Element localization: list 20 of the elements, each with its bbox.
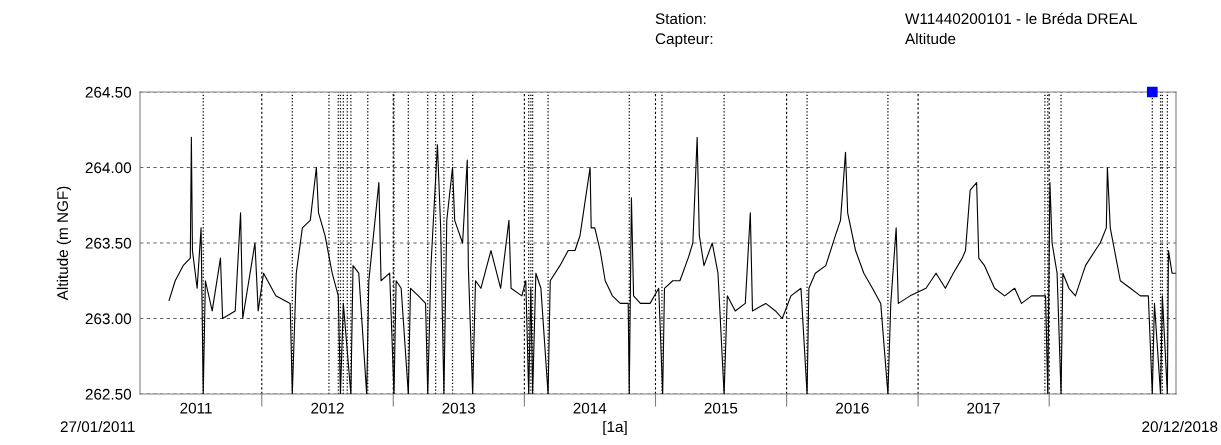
y-tick-label: 263.00 xyxy=(85,313,132,325)
x-tick-label: 2014 xyxy=(573,402,607,414)
y-tick-label: 264.50 xyxy=(85,86,132,98)
text: 20/12/2018 xyxy=(1142,420,1218,433)
y-tick-label: 262.50 xyxy=(85,388,132,400)
text: Altitude xyxy=(905,32,956,45)
x-tick-label: 2016 xyxy=(836,402,869,414)
text: W11440200101 - le Bréda DREAL xyxy=(905,12,1137,25)
y-tick-label: 264.00 xyxy=(85,162,132,174)
text: Station: xyxy=(655,12,706,25)
x-tick-label: 2011 xyxy=(180,402,212,414)
text: 27/01/2011 xyxy=(60,420,135,433)
text: Capteur: xyxy=(655,33,713,48)
x-tick-label: 2012 xyxy=(311,402,344,414)
x-tick-label: 2013 xyxy=(442,402,475,414)
text: [1a] xyxy=(603,420,627,436)
y-tick-label: 263.50 xyxy=(85,237,132,249)
y-axis-title: Altitude (m NGF) xyxy=(56,186,72,301)
x-tick-label: 2017 xyxy=(967,402,1000,414)
x-tick-label: 2015 xyxy=(704,402,738,414)
